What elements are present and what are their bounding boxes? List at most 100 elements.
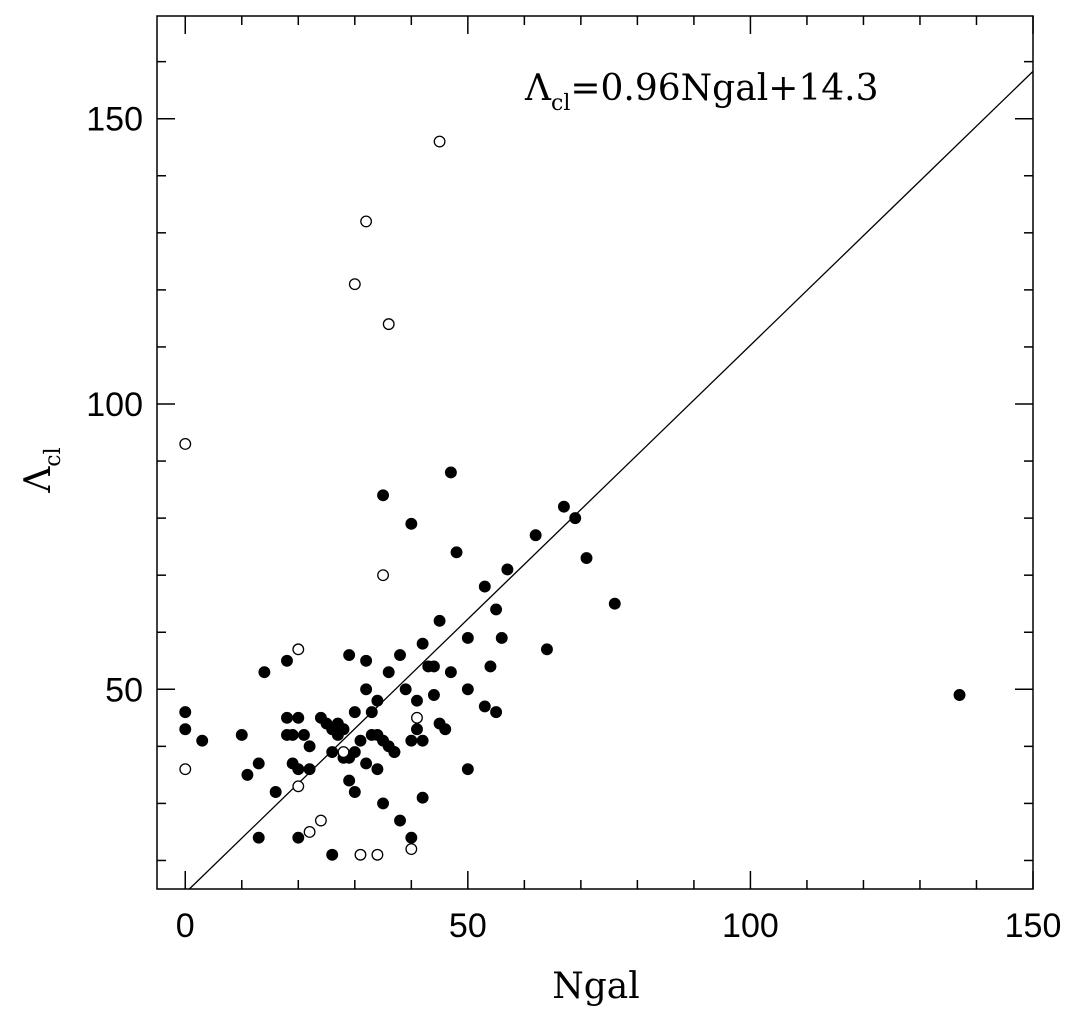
open-data-point xyxy=(411,711,423,724)
open-data-point xyxy=(179,437,192,450)
filled-data-point xyxy=(326,746,339,759)
filled-data-point xyxy=(360,683,373,696)
open-data-point xyxy=(360,215,373,228)
filled-data-point xyxy=(292,763,305,776)
x-tick-label: 150 xyxy=(1005,907,1062,945)
y-tick-label: 50 xyxy=(105,671,143,709)
filled-data-point xyxy=(529,529,542,542)
filled-data-point xyxy=(360,757,373,770)
x-tick-label: 50 xyxy=(449,907,487,945)
filled-data-point xyxy=(433,614,446,627)
filled-data-point xyxy=(377,489,390,502)
annotation-lambda: Λ xyxy=(524,68,552,109)
open-data-point xyxy=(179,763,192,776)
open-data-point xyxy=(382,318,395,331)
filled-data-point xyxy=(394,649,406,662)
filled-data-point xyxy=(377,797,390,810)
filled-data-point xyxy=(608,597,621,610)
filled-data-point xyxy=(411,723,423,736)
filled-data-point xyxy=(461,763,474,776)
points-layer xyxy=(179,135,966,861)
filled-data-point xyxy=(281,711,293,724)
filled-data-point xyxy=(416,637,429,650)
open-data-point xyxy=(371,848,384,861)
filled-data-point xyxy=(444,466,457,479)
filled-data-point xyxy=(303,763,316,776)
filled-data-point xyxy=(388,746,401,759)
filled-data-point xyxy=(286,728,299,741)
y-axis-title-subscript: cl xyxy=(41,447,66,466)
open-data-point xyxy=(303,825,316,838)
filled-data-point xyxy=(439,723,452,736)
filled-data-point xyxy=(337,723,350,736)
filled-data-point xyxy=(399,683,412,696)
filled-data-point xyxy=(450,546,463,559)
filled-data-point xyxy=(269,786,282,798)
filled-data-point xyxy=(292,831,305,844)
filled-data-point xyxy=(557,500,570,513)
y-axis-title: Λcl xyxy=(18,447,66,493)
open-data-point xyxy=(405,843,418,856)
fit-equation-annotation: Λcl=0.96Ngal+14.3 xyxy=(524,68,879,116)
filled-data-point xyxy=(252,757,265,770)
filled-data-point xyxy=(371,694,384,707)
filled-data-point xyxy=(427,660,440,673)
filled-data-point xyxy=(541,643,553,656)
filled-data-point xyxy=(405,517,418,530)
fit-line-layer xyxy=(188,70,1034,890)
filled-data-point xyxy=(292,711,305,724)
filled-data-point xyxy=(478,700,491,713)
filled-data-point xyxy=(258,666,271,679)
open-data-point xyxy=(337,746,350,759)
annotation-equation: =0.96Ngal+14.3 xyxy=(570,68,878,109)
x-tick-label: 100 xyxy=(722,907,779,945)
filled-data-point xyxy=(348,786,361,798)
filled-data-point xyxy=(484,660,497,673)
plot-frame xyxy=(156,15,1034,890)
filled-data-point xyxy=(371,763,384,776)
filled-data-point xyxy=(405,831,418,844)
filled-data-point xyxy=(394,814,406,827)
filled-data-point xyxy=(416,791,429,804)
filled-data-point xyxy=(348,746,361,759)
open-data-point xyxy=(348,278,361,291)
filled-data-point xyxy=(354,734,367,747)
filled-data-point xyxy=(411,694,423,707)
open-data-point xyxy=(292,643,305,656)
filled-data-point xyxy=(360,654,373,667)
filled-data-point xyxy=(501,563,514,576)
filled-data-point xyxy=(326,848,339,861)
filled-data-point xyxy=(444,666,457,679)
y-axis-title-main: Λ xyxy=(18,466,59,494)
filled-data-point xyxy=(580,552,593,565)
filled-data-point xyxy=(490,706,503,719)
x-axis-title: Ngal xyxy=(552,966,640,1007)
open-data-point xyxy=(314,814,327,827)
open-data-point xyxy=(377,569,390,582)
filled-data-point xyxy=(569,512,582,525)
open-data-point xyxy=(292,780,305,793)
y-tick-label: 100 xyxy=(86,386,143,424)
filled-data-point xyxy=(427,689,440,701)
annotation-subscript: cl xyxy=(551,91,570,116)
filled-data-point xyxy=(303,740,316,753)
filled-data-point xyxy=(490,603,503,616)
filled-data-point xyxy=(179,706,192,719)
fit-line xyxy=(188,70,1034,890)
filled-data-point xyxy=(365,706,378,719)
filled-data-point xyxy=(297,728,310,741)
filled-data-point xyxy=(461,683,474,696)
filled-data-point xyxy=(281,654,293,667)
filled-data-point xyxy=(382,666,395,679)
filled-data-point xyxy=(953,689,966,701)
ticks-layer: 0 50 100 150 50 100 150 xyxy=(86,16,1061,945)
x-tick-label: 0 xyxy=(176,907,195,945)
filled-data-point xyxy=(405,734,418,747)
filled-data-point xyxy=(348,706,361,719)
filled-data-point xyxy=(461,631,474,644)
open-data-point xyxy=(433,135,446,148)
filled-data-point xyxy=(196,734,209,747)
filled-data-point xyxy=(252,831,265,844)
filled-data-point xyxy=(416,734,429,747)
